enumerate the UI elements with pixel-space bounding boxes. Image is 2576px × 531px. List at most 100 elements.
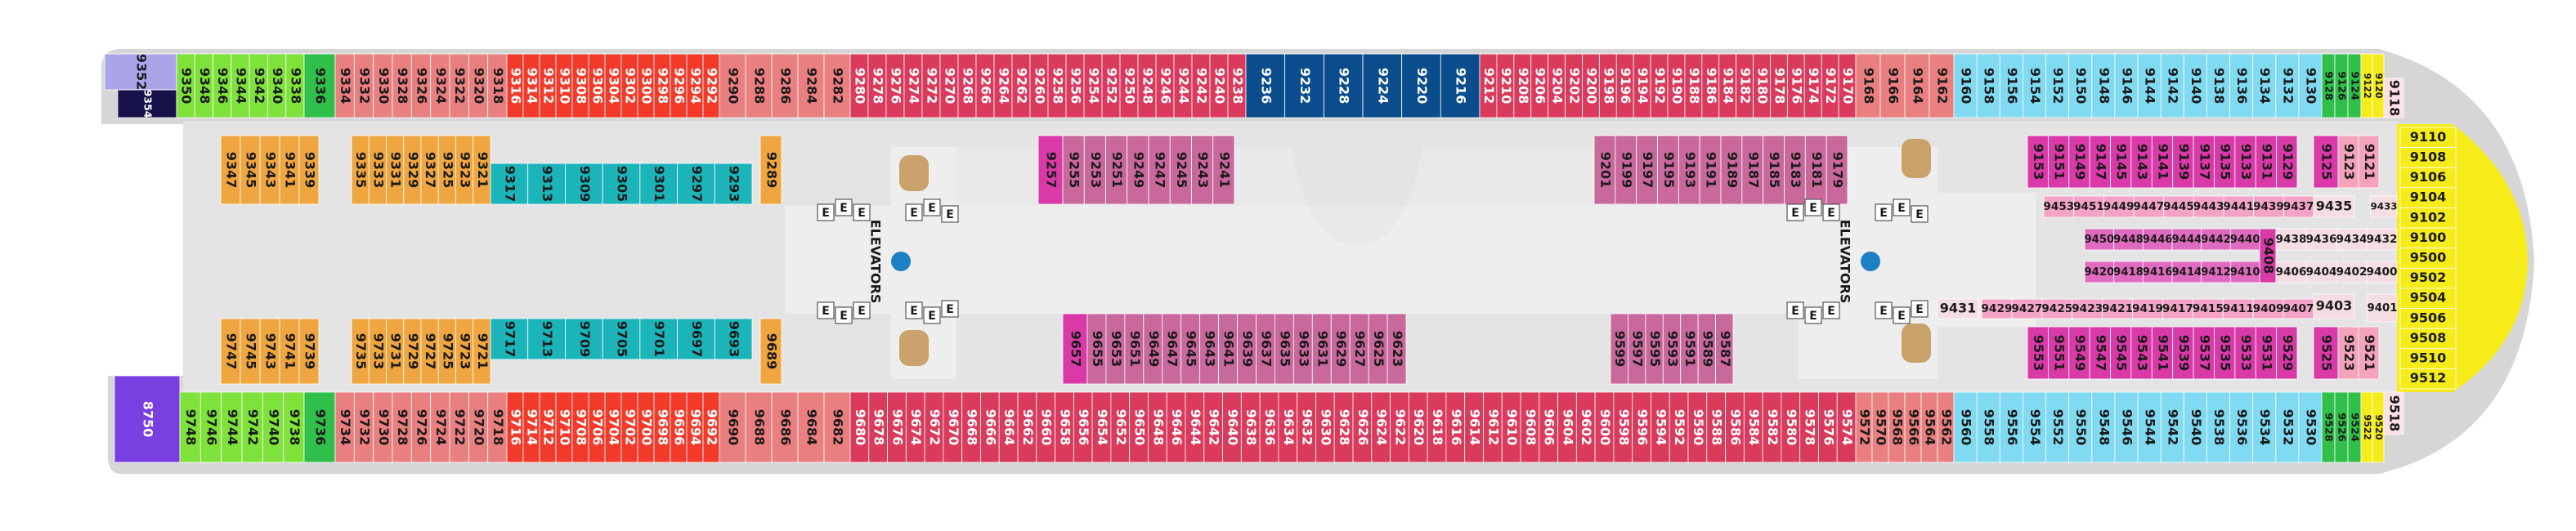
cabin-number: 9156 (2005, 68, 2020, 105)
cabin-number: 9642 (1207, 409, 1222, 446)
cabin-number: 9722 (452, 409, 468, 446)
cabin-number: 9562 (1939, 409, 1955, 446)
cabin-number: 9739 (302, 333, 318, 370)
cabin-number: 9135 (2218, 144, 2233, 181)
cabin-number: 9684 (804, 409, 820, 446)
cabin-number: 9441 (2223, 200, 2254, 213)
cabin-number: 9541 (2156, 335, 2171, 372)
cabin-number: 9186 (1704, 68, 1719, 105)
cabin-number: 9620 (1411, 409, 1427, 446)
cabin (2366, 228, 2398, 251)
cabin-number: 9629 (1333, 331, 1349, 368)
elevator (835, 306, 853, 324)
cabin-number: 9411 (2223, 302, 2254, 315)
cabin (2366, 261, 2398, 283)
cabin-number: 9197 (1640, 152, 1655, 189)
cabin-number: 9655 (1090, 331, 1105, 368)
cabin-number: 9608 (1523, 409, 1539, 446)
cabin-number: 9310 (558, 68, 573, 105)
cabin-number: 9206 (1533, 68, 1548, 105)
cabin-number: 9444 (2171, 234, 2202, 246)
elevator (1822, 301, 1840, 319)
cabin-number: 9634 (1281, 409, 1297, 446)
cabin (2047, 326, 2070, 380)
cabin-number: 9576 (1821, 409, 1836, 446)
cabin-number: 9160 (1959, 68, 1974, 105)
cabin-number: 9518 (2387, 395, 2403, 432)
elevator (905, 203, 923, 221)
cabin-number: 9298 (656, 68, 671, 105)
cabin-number: 9648 (1150, 409, 1166, 446)
cabin-number: 9686 (778, 409, 794, 446)
cabin-number: 9243 (1195, 152, 1211, 189)
cabin-number: 9139 (2176, 144, 2192, 181)
cabin-number: 9631 (1315, 331, 1330, 368)
cabin-number: 9504 (2410, 290, 2447, 306)
cabin (2201, 261, 2231, 283)
cabin-number: 9692 (705, 409, 720, 446)
cabin-number: 9566 (1906, 409, 1922, 446)
cabin (2045, 53, 2070, 118)
cabin (1615, 135, 1637, 205)
cabin (2022, 391, 2046, 463)
cabin-number: 9420 (2084, 266, 2114, 279)
cabin (2229, 228, 2260, 251)
cabin-number: 9637 (1258, 331, 1274, 368)
cabin-number: 9260 (1033, 68, 1048, 105)
cabin-number: 9586 (1727, 409, 1743, 446)
cabin-number: 9280 (853, 68, 868, 105)
cabin-number: 9282 (831, 68, 846, 105)
elevator-button: E (1809, 310, 1817, 323)
cabin-number: 9443 (2193, 200, 2224, 213)
cabin-number: 9342 (252, 68, 267, 105)
cabin-number: 9689 (764, 333, 780, 370)
cabin (2022, 53, 2046, 118)
cabin-number: 9524 (2349, 413, 2361, 442)
cabin-number: 9700 (639, 409, 655, 446)
cabin (1720, 135, 1743, 205)
elevator-button: E (1915, 208, 1924, 221)
cabin-number: 9129 (2280, 144, 2296, 181)
cabin-number: 9535 (2218, 335, 2233, 372)
cabin (303, 391, 336, 463)
cabin-number: 9329 (405, 152, 421, 189)
cabin-number: 9334 (338, 68, 353, 105)
cabin-number: 9746 (204, 409, 220, 446)
cabin (1855, 53, 1881, 118)
elevator-button: E (840, 310, 848, 323)
cabin-number: 9332 (357, 68, 373, 105)
cabin (1062, 313, 1088, 385)
cabin-number: 9146 (2119, 68, 2135, 105)
cabin-number: 9598 (1616, 409, 1632, 446)
cabin-number: 9121 (2362, 144, 2377, 181)
cabin-number: 9343 (263, 152, 279, 189)
cabin-number: 9326 (414, 68, 430, 105)
cabin-number: 9402 (2336, 266, 2367, 279)
cabin (2305, 261, 2337, 283)
cabin-number: 9543 (2135, 335, 2150, 372)
cabin-number: 9636 (1262, 409, 1278, 446)
cabin-number: 9550 (2073, 409, 2089, 446)
cabin-number: 9742 (245, 409, 261, 446)
cabin (2222, 298, 2254, 319)
cabin-number: 9542 (2166, 409, 2181, 446)
cabin-number: 9710 (558, 409, 573, 446)
cabin (1062, 135, 1085, 205)
cabin (1763, 135, 1785, 205)
cabin (2229, 261, 2260, 283)
cabin-number: 9400 (2366, 266, 2397, 279)
cabin-number: 9412 (2201, 266, 2231, 279)
cabin-number: 9199 (1619, 152, 1634, 189)
cabin (797, 53, 825, 118)
cabin (117, 89, 177, 118)
cabin-number: 9668 (965, 409, 980, 446)
cabin-number: 9417 (2162, 302, 2193, 315)
cabin (2399, 127, 2457, 149)
cabin-number: 9193 (1682, 152, 1698, 189)
elevator (923, 199, 941, 216)
cabin-number: 9595 (1647, 331, 1663, 368)
elevator-button: E (1879, 305, 1888, 318)
cabin-number: 9717 (502, 321, 517, 358)
cabin-number: 9735 (353, 333, 369, 370)
open-atrium (785, 147, 2036, 379)
